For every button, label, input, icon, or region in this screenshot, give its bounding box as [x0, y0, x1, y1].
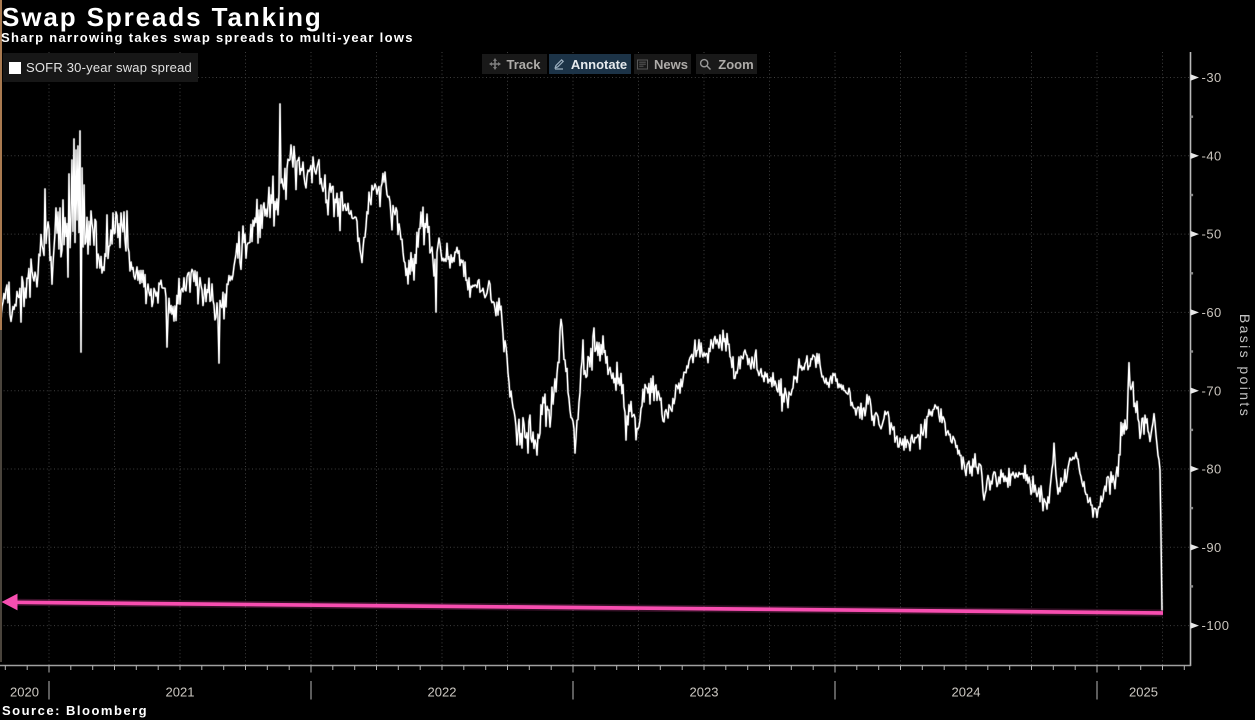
svg-text:-60: -60 [1202, 305, 1222, 320]
svg-text:2021: 2021 [166, 685, 195, 700]
svg-text:2023: 2023 [690, 685, 719, 700]
svg-text:2025: 2025 [1129, 685, 1158, 700]
svg-text:-90: -90 [1202, 540, 1222, 555]
svg-text:-30: -30 [1202, 70, 1222, 85]
svg-text:2020: 2020 [10, 685, 39, 700]
svg-text:-80: -80 [1202, 462, 1222, 477]
svg-text:Basis points: Basis points [1237, 314, 1253, 418]
svg-text:-50: -50 [1202, 227, 1222, 242]
svg-text:-100: -100 [1202, 618, 1230, 633]
svg-text:2024: 2024 [952, 685, 981, 700]
svg-text:-40: -40 [1202, 148, 1222, 163]
svg-text:2022: 2022 [428, 685, 457, 700]
svg-text:-70: -70 [1202, 383, 1222, 398]
